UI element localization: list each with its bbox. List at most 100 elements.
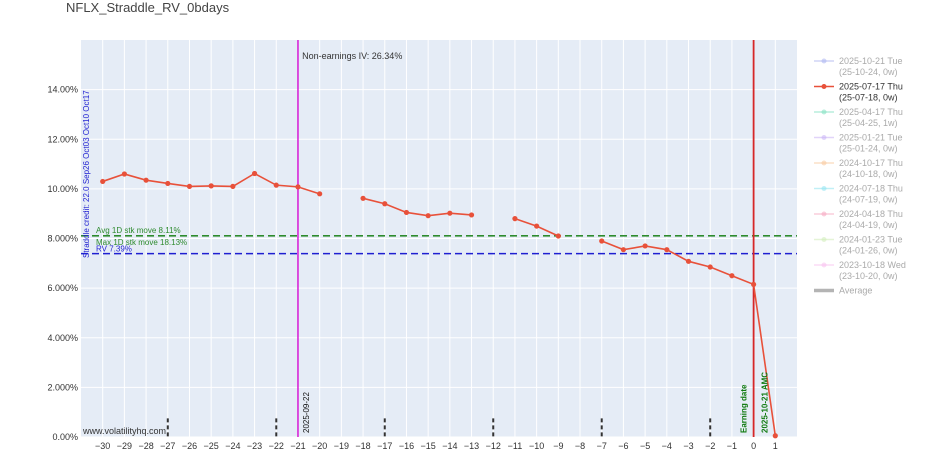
data-point (512, 216, 518, 222)
legend-item[interactable]: 2024-07-18 Thu(24-07-19, 0w) (814, 184, 903, 205)
data-point (599, 238, 605, 244)
legend-item[interactable]: 2024-04-18 Thu(24-04-19, 0w) (814, 209, 903, 230)
series-group (100, 170, 778, 439)
x-tick-label: −14 (442, 441, 457, 451)
data-point (295, 184, 301, 190)
x-tick-label: −3 (683, 441, 693, 451)
legend-item[interactable]: Average (814, 286, 872, 296)
x-tick-label: −19 (334, 441, 349, 451)
x-tick-label: −21 (290, 441, 305, 451)
data-point (447, 210, 453, 216)
legend-sublabel: (24-01-26, 0w) (839, 246, 898, 256)
legend-item[interactable]: 2025-01-21 Tue(25-01-24, 0w) (814, 133, 903, 154)
legend-swatch-marker (821, 186, 827, 191)
legend-label: 2025-01-21 Tue (839, 133, 903, 143)
x-tick-label: −10 (529, 441, 544, 451)
legend-swatch-marker (821, 211, 827, 217)
data-point (360, 195, 366, 201)
data-point (143, 177, 149, 183)
x-tick-label: 1 (773, 441, 778, 451)
legend-item[interactable]: 2023-10-18 Wed(23-10-20, 0w) (814, 260, 906, 281)
y-tick-label: 8.000% (47, 234, 78, 244)
y-tick-label: 14.00% (47, 85, 78, 95)
data-point (468, 212, 475, 218)
legend-item[interactable]: 2024-10-17 Thu(24-10-18, 0w) (814, 158, 903, 179)
legend-label: 2024-01-23 Tue (839, 235, 903, 245)
data-point (685, 258, 692, 264)
legend-swatch-marker (821, 84, 827, 89)
x-tick-label: −11 (508, 441, 523, 451)
legend-sublabel: (25-04-25, 1w) (839, 118, 898, 128)
x-tick-label: −8 (575, 441, 585, 451)
y-tick-label: 0.00% (52, 432, 78, 442)
data-point (425, 213, 431, 219)
legend-label: 2025-10-21 Tue (839, 56, 903, 66)
legend-label: Average (839, 286, 872, 296)
x-tick-label: −29 (117, 441, 132, 451)
x-tick-label: −7 (597, 441, 607, 451)
data-point (664, 247, 670, 253)
max-stock-move-label: Max 1D stk move 18.13% (96, 238, 187, 247)
data-point (100, 178, 106, 185)
legend-item[interactable]: 2024-01-23 Tue(24-01-26, 0w) (814, 235, 903, 256)
legend[interactable]: 2025-10-21 Tue(25-10-24, 0w) 2025-07-17 T… (814, 56, 906, 296)
x-tick-label: −13 (464, 441, 479, 451)
legend-item[interactable]: 2025-04-17 Thu(25-04-25, 1w) (814, 107, 903, 128)
x-tick-label: −5 (640, 441, 650, 451)
x-tick-label: −17 (377, 441, 392, 451)
legend-sublabel: (25-10-24, 0w) (839, 67, 898, 77)
x-tick-label: −1 (727, 441, 737, 451)
earning-date-label: Earning date (740, 384, 749, 433)
legend-item[interactable]: 2025-07-17 Thu(25-07-18, 0w) (814, 82, 903, 103)
x-tick-label: −16 (399, 441, 414, 451)
legend-swatch-marker (821, 160, 827, 166)
legend-swatch-marker (821, 262, 827, 268)
reference-lines (81, 40, 797, 437)
data-point (382, 201, 388, 207)
legend-sublabel: (24-04-19, 0w) (839, 220, 898, 230)
legend-swatch-marker (821, 109, 827, 115)
rv-label: RV 7.39% (96, 245, 132, 254)
y-tick-label: 2.000% (47, 382, 78, 392)
x-tick-label: −25 (204, 441, 219, 451)
data-point (729, 273, 735, 279)
legend-sublabel: (25-01-24, 0w) (839, 144, 898, 154)
legend-label: 2024-07-18 Thu (839, 184, 903, 194)
legend-sublabel: (24-10-18, 0w) (839, 169, 898, 179)
series-line-segment (362, 197, 472, 217)
amc-date-label: 2025-10-21 AMC (760, 372, 769, 433)
x-tick-label: −20 (312, 441, 327, 451)
legend-sublabel: (25-07-18, 0w) (839, 93, 898, 103)
x-tick-label: −27 (160, 441, 175, 451)
x-tick-label: −4 (662, 441, 672, 451)
legend-sublabel: (24-07-19, 0w) (839, 195, 898, 205)
data-point (208, 183, 214, 189)
legend-sublabel: (23-10-20, 0w) (839, 271, 898, 281)
x-tick-label: −18 (355, 441, 370, 451)
data-point (707, 264, 713, 270)
annotations: Avg 1D stk move 8.11% Max 1D stk move 18.… (82, 51, 769, 436)
data-point (555, 233, 561, 239)
legend-label: 2025-07-17 Thu (839, 82, 903, 92)
data-point (165, 180, 171, 187)
legend-item[interactable]: 2025-10-21 Tue(25-10-24, 0w) (814, 56, 903, 77)
data-point (273, 182, 279, 188)
data-point (121, 171, 127, 177)
x-tick-label: −9 (553, 441, 563, 451)
x-tick-label: −23 (247, 441, 262, 451)
data-point (772, 433, 778, 439)
data-point (317, 191, 323, 197)
non-earnings-iv-label: Non-earnings IV: 26.34% (302, 51, 402, 61)
x-tick-label: 0 (751, 441, 756, 451)
x-tick-label: −22 (269, 441, 284, 451)
x-tick-label: −30 (95, 441, 110, 451)
x-tick-label: −24 (225, 441, 240, 451)
data-point (751, 281, 757, 288)
data-point (251, 170, 258, 177)
data-point (403, 209, 410, 216)
x-tick-label: −12 (486, 441, 501, 451)
y-tick-label: 6.000% (47, 283, 78, 293)
x-tick-label: −28 (138, 441, 153, 451)
data-point (186, 183, 193, 189)
